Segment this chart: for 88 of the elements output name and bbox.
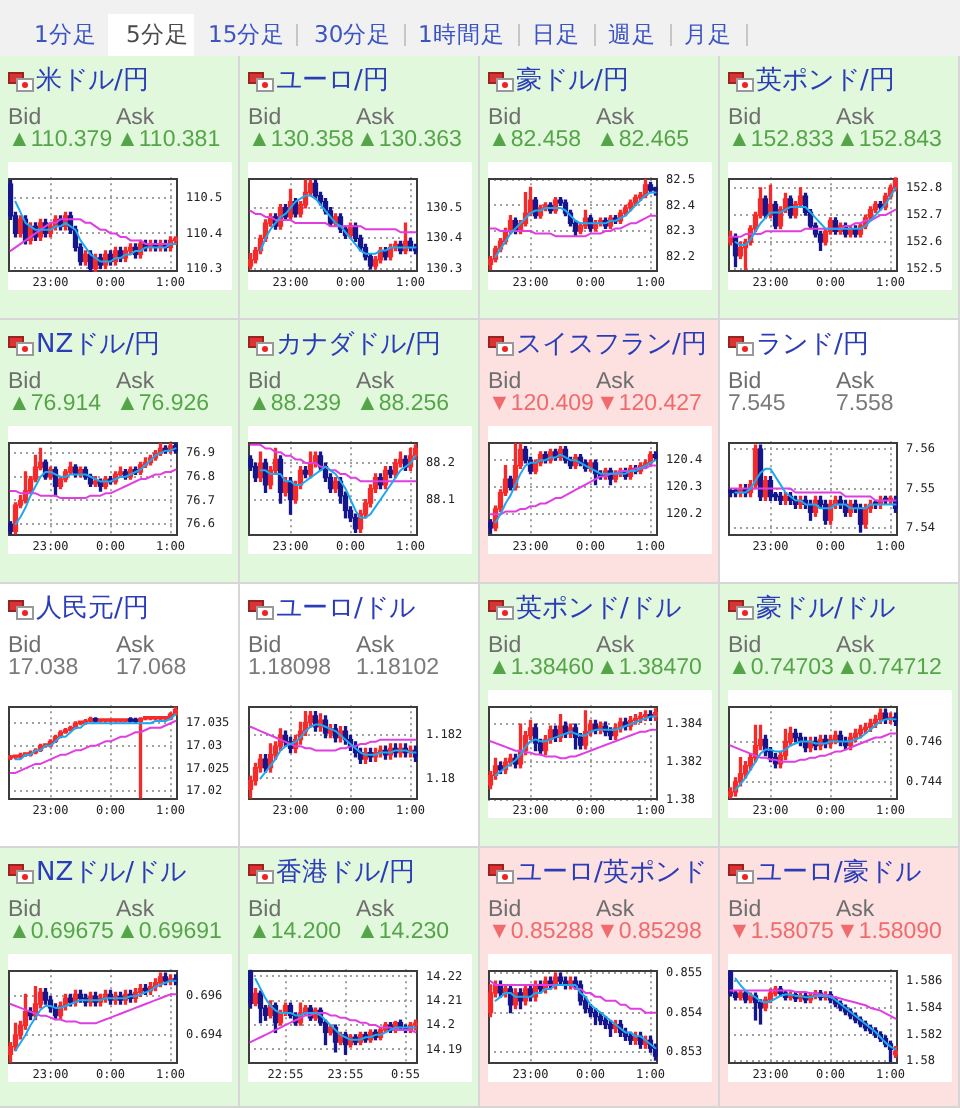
text: 1.18102 [356,654,440,684]
text: Ask [836,632,875,658]
chart-title: スイスフラン/円 [516,330,707,362]
text: Ask [356,104,395,130]
text: 17.068 [116,654,187,684]
text: Bid [248,632,282,658]
text: ▼120.427 [596,390,702,420]
chart-title: ランド/円 [756,330,869,362]
text: ▲152.833 [728,126,834,156]
text: Bid [488,104,522,130]
chart-title: NZドル/ドル [36,858,187,890]
text: 30分足 [314,18,392,52]
chart-title: 人民元/円 [36,594,149,626]
text: ▲88.239 [248,390,342,420]
text: Ask [836,896,875,922]
text: ▲0.74703 [728,654,834,684]
text: Ask [836,368,875,394]
text: 15分足 [208,18,286,52]
text: 1時間足 [418,18,505,52]
text: Bid [8,632,42,658]
text: Bid [728,896,762,922]
text: ▲14.230 [356,918,450,948]
text: Bid [488,368,522,394]
text: ▲0.69675 [8,918,114,948]
text: 月足 [684,18,732,52]
chart-title: 米ドル/円 [36,66,149,98]
text: ▼0.85288 [488,918,594,948]
text: Bid [8,368,42,394]
text: ▲88.256 [356,390,450,420]
chart-title: 豪ドル/ドル [756,594,895,626]
chart-title: ユーロ/豪ドル [756,858,921,890]
chart-title: 英ポンド/円 [756,66,895,98]
text: ▲76.926 [116,390,210,420]
text: Bid [8,104,42,130]
text: Ask [116,632,155,658]
text: ▲130.363 [356,126,462,156]
text: Ask [356,368,395,394]
text: ▲82.465 [596,126,690,156]
text: Bid [728,368,762,394]
chart-title: NZドル/円 [36,330,161,362]
text: 日足 [532,18,580,52]
text: Bid [248,368,282,394]
text: Bid [488,896,522,922]
text: 1分足 [34,18,97,52]
chart-title: 豪ドル/円 [516,66,629,98]
text: ▲82.458 [488,126,582,156]
text: 17.038 [8,654,79,684]
text: ▲130.358 [248,126,354,156]
text: ▲152.843 [836,126,942,156]
text: 5分足 [126,18,189,52]
chart-title: ユーロ/英ポンド [516,858,707,890]
chart-title: 英ポンド/ドル [516,594,681,626]
text: ▲0.69691 [116,918,222,948]
text: ▼1.58090 [836,918,942,948]
text: ▲14.200 [248,918,342,948]
text: Bid [248,896,282,922]
text: 7.545 [728,390,786,420]
text: ▼0.85298 [596,918,702,948]
chart-title: ユーロ/ドル [276,594,415,626]
text: Ask [596,632,635,658]
text: Ask [356,632,395,658]
text: Ask [356,896,395,922]
text: Ask [116,368,155,394]
text: 7.558 [836,390,894,420]
text: 1.18098 [248,654,332,684]
text: Ask [116,104,155,130]
text: ▲76.914 [8,390,102,420]
chart-title: カナダドル/円 [276,330,441,362]
text: Ask [596,104,635,130]
chart-title: 香港ドル/円 [276,858,415,890]
text: ▼1.58075 [728,918,834,948]
text: Ask [836,104,875,130]
text: Ask [596,368,635,394]
text: Bid [728,104,762,130]
text: ▼120.409 [488,390,594,420]
text: Ask [596,896,635,922]
text: ▲1.38470 [596,654,702,684]
text: ▲1.38460 [488,654,594,684]
text: ▲110.379 [8,126,113,156]
chart-title: ユーロ/円 [276,66,389,98]
text: ▲110.381 [116,126,221,156]
text: ▲0.74712 [836,654,942,684]
text: Bid [8,896,42,922]
text: 週足 [608,18,656,52]
text: Ask [116,896,155,922]
text: Bid [488,632,522,658]
text: Bid [728,632,762,658]
text: Bid [248,104,282,130]
